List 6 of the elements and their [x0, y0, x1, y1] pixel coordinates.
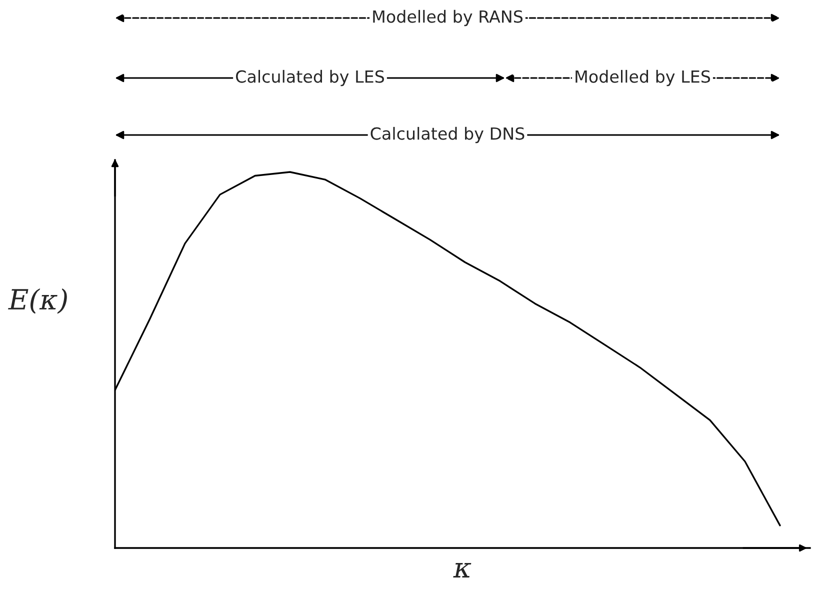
y-axis-title: E(κ): [8, 288, 67, 314]
text: Calculated by DNS: [370, 126, 524, 144]
text: Modelled by LES: [576, 70, 710, 86]
text: Calculated by LES: [236, 70, 384, 86]
text: Modelled by RANS: [373, 10, 523, 26]
x-axis-title: κ: [453, 563, 472, 578]
